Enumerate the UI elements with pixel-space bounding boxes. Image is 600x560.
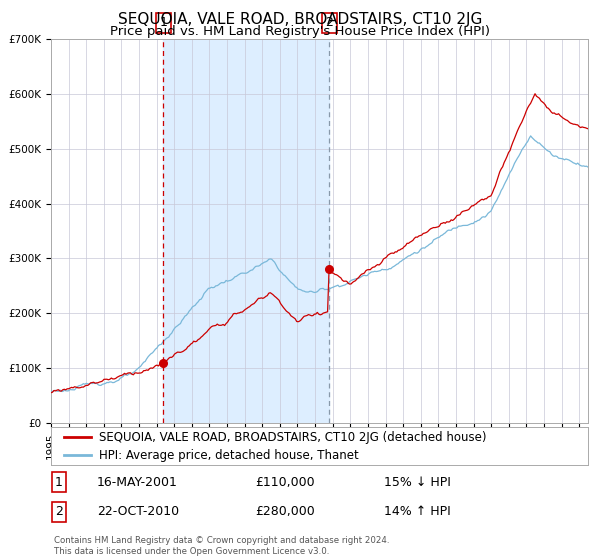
Text: 14% ↑ HPI: 14% ↑ HPI [384,506,451,519]
Text: 1: 1 [159,16,167,30]
Text: £110,000: £110,000 [255,476,314,489]
Text: 22-OCT-2010: 22-OCT-2010 [97,506,179,519]
Text: HPI: Average price, detached house, Thanet: HPI: Average price, detached house, Than… [100,449,359,462]
Text: Price paid vs. HM Land Registry's House Price Index (HPI): Price paid vs. HM Land Registry's House … [110,25,490,38]
Text: 15% ↓ HPI: 15% ↓ HPI [384,476,451,489]
Text: 2: 2 [325,16,333,30]
Text: SEQUOIA, VALE ROAD, BROADSTAIRS, CT10 2JG (detached house): SEQUOIA, VALE ROAD, BROADSTAIRS, CT10 2J… [100,431,487,444]
Text: 1: 1 [55,476,63,489]
Text: £280,000: £280,000 [255,506,315,519]
Text: 2: 2 [55,506,63,519]
Text: SEQUOIA, VALE ROAD, BROADSTAIRS, CT10 2JG: SEQUOIA, VALE ROAD, BROADSTAIRS, CT10 2J… [118,12,482,27]
Text: Contains HM Land Registry data © Crown copyright and database right 2024.
This d: Contains HM Land Registry data © Crown c… [54,536,389,556]
Bar [163,39,329,423]
Text: 16-MAY-2001: 16-MAY-2001 [97,476,178,489]
